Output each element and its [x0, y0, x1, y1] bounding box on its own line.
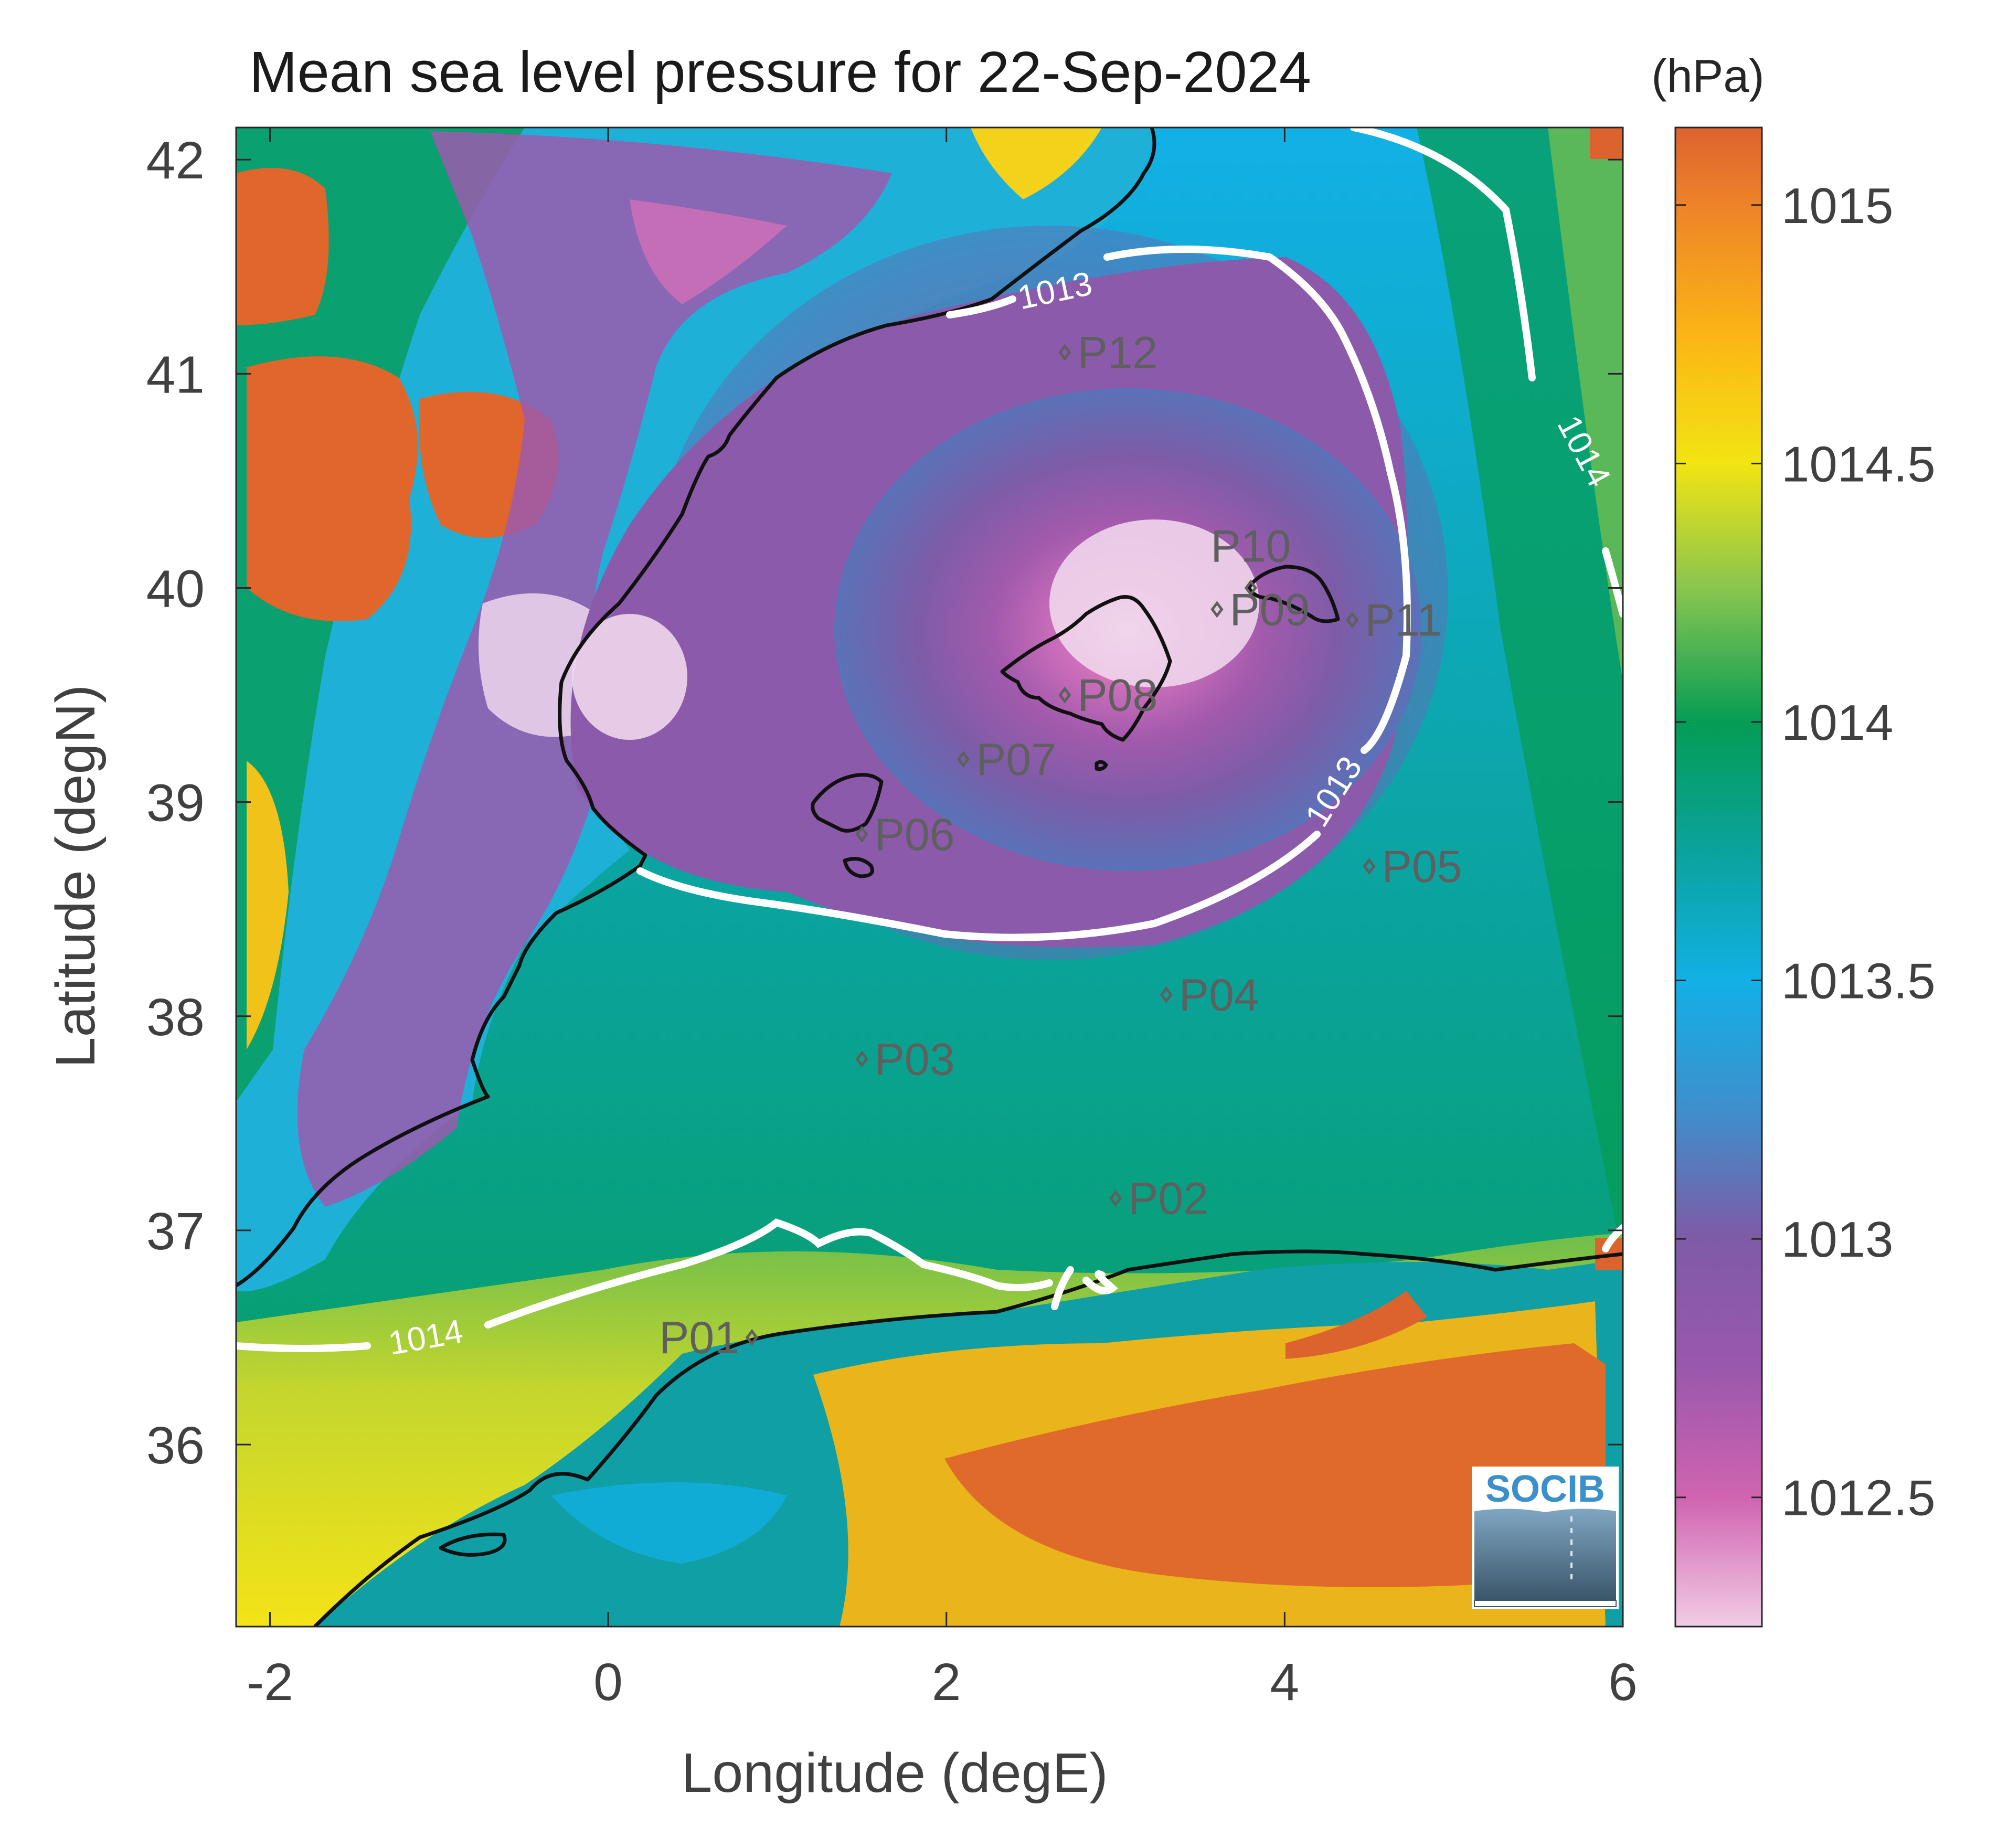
- colorbar-tick-label: 1014: [1781, 695, 1894, 751]
- colorbar-ticks: 1012.5 1013 1013.5 1014 1014.5 1015: [1675, 178, 1936, 1526]
- x-axis-label: Longitude (degE): [681, 1742, 1108, 1804]
- balearic-low-center: [1049, 519, 1259, 687]
- cabrera-coastline: [1095, 760, 1108, 771]
- isobar-1014-south: [236, 1218, 1623, 1352]
- colorbar-scale: [1674, 126, 1763, 1628]
- station-p02: P02: [1109, 1174, 1208, 1224]
- y-tick-label: 41: [146, 345, 205, 404]
- station-label: P12: [1077, 328, 1157, 378]
- colorbar-tick-label: 1015: [1781, 178, 1894, 234]
- x-tick-label: -2: [247, 1653, 293, 1712]
- africa-high-spot: [1285, 1291, 1427, 1359]
- x-axis-ticks: -2 0 2 4 6: [247, 128, 1638, 1712]
- iberia-low-pressure: [297, 131, 892, 1207]
- y-tick-label: 38: [146, 988, 205, 1047]
- station-p01: P01: [659, 1313, 759, 1363]
- iberia-high-northeast: [971, 128, 1102, 199]
- station-p08: P08: [1058, 671, 1157, 721]
- menorca-coastline: [1247, 565, 1340, 623]
- isobar-1014-north: [1350, 128, 1623, 618]
- africa-low-spot: [551, 1482, 787, 1564]
- mallorca-coastline: [1000, 595, 1172, 742]
- formentera-coastline: [843, 857, 874, 878]
- station-diamond-icon: [1160, 986, 1173, 1004]
- y-tick-label: 37: [146, 1202, 205, 1261]
- station-diamond-icon: [1210, 601, 1224, 618]
- station-diamond-icon: [1363, 857, 1376, 875]
- northeast-high-region: [1548, 128, 1623, 682]
- station-label: P08: [1077, 671, 1157, 721]
- colorbar-tick-label: 1014.5: [1781, 436, 1936, 492]
- y-tick-label: 36: [146, 1416, 205, 1475]
- iberia-high-southwest: [247, 761, 289, 1049]
- x-tick-label: 0: [593, 1653, 623, 1712]
- logo-wave-icon: [1474, 1509, 1616, 1600]
- station-diamond-icon: [1058, 344, 1071, 361]
- northeast-corner-high: [1590, 128, 1623, 159]
- colorbar: (hPa) 1012.5 1013 1013.5 1014 1014.5 1015: [1651, 50, 1936, 1628]
- coastal-low-center: [572, 614, 687, 740]
- station-diamond-icon: [855, 1050, 868, 1068]
- x-tick-label: 6: [1608, 1653, 1638, 1712]
- station-diamond-icon: [745, 1329, 759, 1346]
- station-label: P06: [875, 810, 955, 860]
- y-axis-ticks: 36 37 38 39 40 41 42: [146, 131, 1623, 1475]
- station-p09: P09: [1210, 585, 1310, 635]
- x-tick-label: 4: [1270, 1653, 1300, 1712]
- ibiza-coastline: [811, 773, 884, 833]
- station-p11: P11: [1346, 596, 1442, 646]
- station-p05: P05: [1363, 842, 1462, 892]
- station-label: P10: [1210, 522, 1291, 572]
- station-p07: P07: [957, 735, 1056, 785]
- station-p04: P04: [1160, 970, 1259, 1021]
- station-p12: P12: [1058, 328, 1157, 378]
- colorbar-tick-label: 1013: [1781, 1212, 1894, 1268]
- station-diamond-icon: [1346, 611, 1359, 629]
- africa-high-pressure: [944, 1343, 1606, 1587]
- station-p10: P10: [1210, 522, 1291, 597]
- alboran-island-coastline: [439, 1532, 507, 1557]
- colorbar-unit: (hPa): [1651, 50, 1764, 102]
- station-diamond-icon: [855, 825, 868, 843]
- station-label: P09: [1229, 585, 1310, 635]
- y-tick-label: 40: [146, 560, 205, 619]
- logo-baseline: [1474, 1600, 1617, 1607]
- y-tick-label: 42: [146, 131, 205, 190]
- iberia-low-spot: [630, 199, 787, 304]
- station-label: P01: [659, 1313, 739, 1363]
- pressure-field: [236, 128, 1623, 1627]
- station-diamond-icon: [957, 750, 970, 768]
- y-tick-label: 39: [146, 774, 205, 833]
- colorbar-tick-label: 1012.5: [1781, 1470, 1936, 1526]
- station-label: P11: [1365, 596, 1442, 646]
- station-p03: P03: [855, 1034, 955, 1085]
- station-label: P02: [1128, 1174, 1208, 1224]
- station-diamond-icon: [1109, 1189, 1122, 1207]
- chart-title: Mean sea level pressure for 22-Sep-2024: [249, 40, 1311, 104]
- map-frame: [235, 126, 1624, 1628]
- station-label: P04: [1179, 970, 1259, 1021]
- station-label: P03: [875, 1034, 955, 1085]
- east-high-region: [1417, 128, 1623, 1259]
- station-p06: P06: [855, 810, 955, 860]
- x-tick-label: 2: [932, 1653, 961, 1712]
- isobar-1013: [636, 246, 1411, 941]
- socib-logo: SOCIB: [1472, 1467, 1619, 1609]
- station-markers: P01 P02 P03 P04 P05 P06 P07 P08 P09 P10 P11 P12: [659, 328, 1462, 1363]
- y-axis-label: Latitude (degN): [45, 685, 107, 1068]
- station-diamond-icon: [1244, 579, 1258, 597]
- iberia-high-west: [247, 356, 418, 621]
- station-diamond-icon: [1058, 686, 1071, 704]
- iberia-high-north: [236, 168, 329, 325]
- station-label: P05: [1382, 842, 1462, 892]
- isobars: [236, 128, 1623, 1352]
- africa-coastline: [313, 1249, 1623, 1627]
- station-label: P07: [976, 735, 1056, 785]
- logo-text: SOCIB: [1485, 1468, 1605, 1510]
- colorbar-tick-label: 1013.5: [1781, 953, 1936, 1010]
